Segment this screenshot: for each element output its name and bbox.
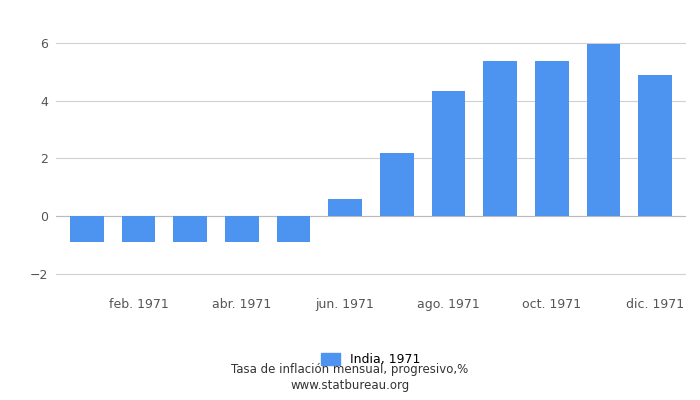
Bar: [535, 61, 568, 216]
Bar: [70, 216, 104, 242]
Text: www.statbureau.org: www.statbureau.org: [290, 380, 410, 392]
Bar: [122, 216, 155, 242]
Bar: [587, 44, 620, 216]
Text: Tasa de inflación mensual, progresivo,%: Tasa de inflación mensual, progresivo,%: [232, 364, 468, 376]
Bar: [380, 152, 414, 216]
Bar: [638, 75, 672, 216]
Bar: [432, 91, 466, 216]
Bar: [174, 216, 207, 242]
Legend: India, 1971: India, 1971: [321, 353, 421, 366]
Bar: [483, 61, 517, 216]
Bar: [328, 199, 362, 216]
Bar: [225, 216, 259, 242]
Bar: [276, 216, 310, 242]
